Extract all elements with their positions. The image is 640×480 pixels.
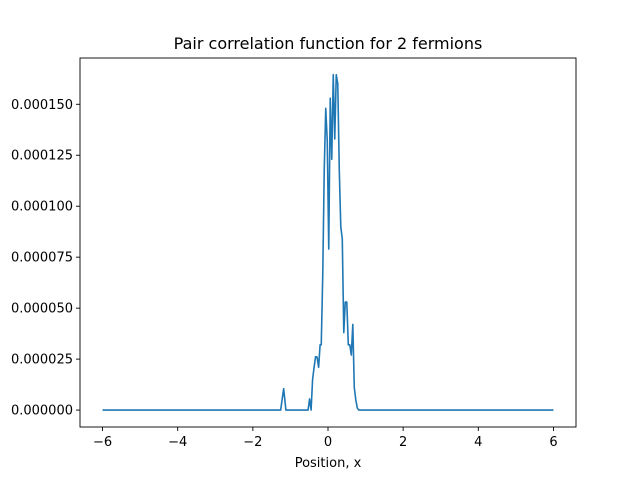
x-tick-label: −6 — [93, 435, 112, 450]
y-tick-label: 0.000150 — [11, 98, 73, 113]
x-axis-label: Position, x — [295, 456, 362, 471]
y-tick-label: 0.000100 — [11, 200, 73, 215]
y-tick-label: 0.000050 — [11, 302, 73, 317]
y-tick-label: 0.000025 — [11, 353, 73, 368]
x-tick-label: 0 — [324, 435, 332, 450]
plot-area: −6 −4 −2 0 2 4 6 0.000000 0.000025 0.000050 0.0000… — [11, 57, 577, 450]
x-tick-label: 4 — [474, 435, 482, 450]
series-line-0 — [102, 73, 554, 411]
y-tick-label: 0.000075 — [11, 251, 73, 266]
x-tick-label: −2 — [243, 435, 262, 450]
y-tick-label: 0.000000 — [11, 404, 73, 419]
x-tick-label: −4 — [168, 435, 187, 450]
chart-title: Pair correlation function for 2 fermions — [174, 34, 483, 53]
x-tick-label: 6 — [549, 435, 557, 450]
y-tick-label: 0.000125 — [11, 149, 73, 164]
x-tick-label: 2 — [399, 435, 407, 450]
